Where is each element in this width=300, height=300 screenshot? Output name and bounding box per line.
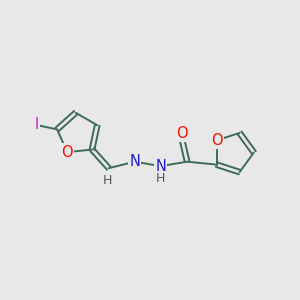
Text: N: N	[155, 159, 166, 174]
Text: H: H	[156, 172, 165, 185]
Text: N: N	[129, 154, 140, 169]
Text: H: H	[103, 174, 112, 187]
Text: I: I	[34, 118, 38, 133]
Text: O: O	[176, 126, 188, 141]
Text: O: O	[211, 133, 222, 148]
Text: O: O	[61, 145, 73, 160]
